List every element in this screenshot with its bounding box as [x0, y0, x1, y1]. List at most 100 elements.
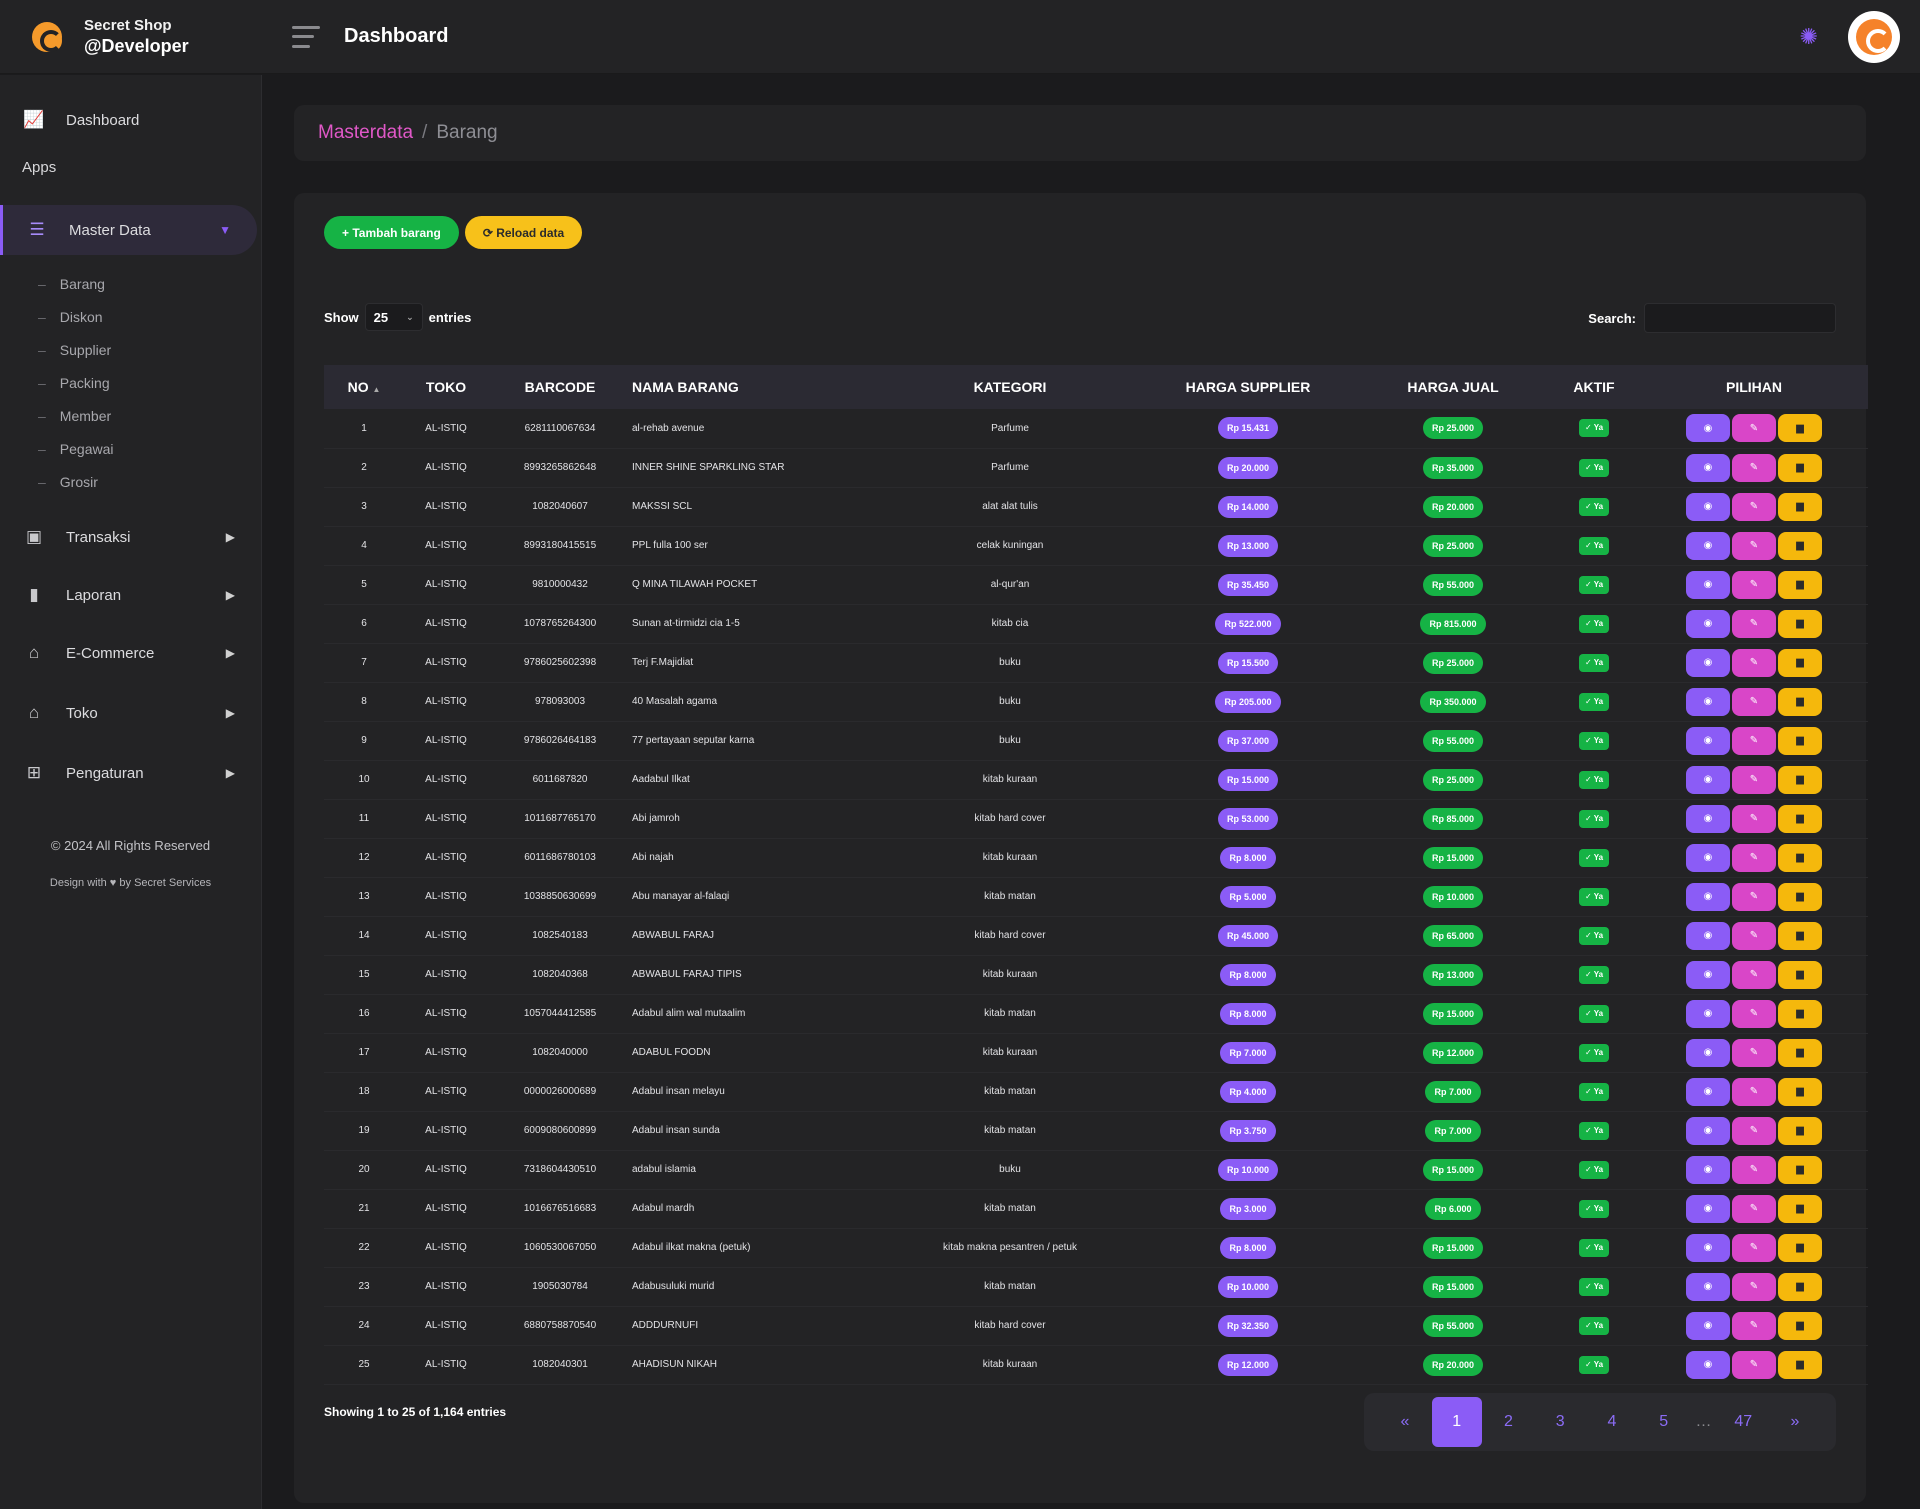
delete-button[interactable]: ▆	[1778, 453, 1822, 482]
view-button[interactable]: ◉	[1686, 1272, 1730, 1301]
edit-button[interactable]: ✎	[1732, 1233, 1776, 1262]
delete-button[interactable]: ▆	[1778, 999, 1822, 1028]
active-status-badge[interactable]: ✓ Ya	[1578, 536, 1610, 555]
search-input[interactable]	[1644, 303, 1836, 333]
edit-button[interactable]: ✎	[1732, 1272, 1776, 1301]
view-button[interactable]: ◉	[1686, 765, 1730, 794]
view-button[interactable]: ◉	[1686, 492, 1730, 521]
view-button[interactable]: ◉	[1686, 1311, 1730, 1340]
pagination-page-1[interactable]: 1	[1431, 1397, 1482, 1447]
column-header-aktif[interactable]: AKTIF	[1548, 365, 1640, 409]
sidebar-subitem-pegawai[interactable]: Pegawai	[0, 432, 261, 465]
edit-button[interactable]: ✎	[1732, 960, 1776, 989]
edit-button[interactable]: ✎	[1732, 1311, 1776, 1340]
delete-button[interactable]: ▆	[1778, 492, 1822, 521]
active-status-badge[interactable]: ✓ Ya	[1578, 1160, 1610, 1179]
view-button[interactable]: ◉	[1686, 804, 1730, 833]
sidebar-item-laporan[interactable]: ▮ Laporan ▶	[0, 570, 261, 620]
sidebar-item-master-data[interactable]: ☰ Master Data ▼	[0, 205, 257, 255]
active-status-badge[interactable]: ✓ Ya	[1578, 497, 1610, 516]
active-status-badge[interactable]: ✓ Ya	[1578, 419, 1610, 438]
reload-data-button[interactable]: ⟳ Reload data	[464, 216, 583, 249]
active-status-badge[interactable]: ✓ Ya	[1578, 1355, 1610, 1374]
column-header-harga-jual[interactable]: HARGA JUAL	[1358, 365, 1548, 409]
active-status-badge[interactable]: ✓ Ya	[1578, 848, 1610, 867]
active-status-badge[interactable]: ✓ Ya	[1578, 887, 1610, 906]
active-status-badge[interactable]: ✓ Ya	[1578, 1277, 1610, 1296]
sidebar-subitem-supplier[interactable]: Supplier	[0, 333, 261, 366]
delete-button[interactable]: ▆	[1778, 804, 1822, 833]
view-button[interactable]: ◉	[1686, 1116, 1730, 1145]
active-status-badge[interactable]: ✓ Ya	[1578, 1238, 1610, 1257]
edit-button[interactable]: ✎	[1732, 453, 1776, 482]
active-status-badge[interactable]: ✓ Ya	[1578, 1199, 1610, 1218]
delete-button[interactable]: ▆	[1778, 1311, 1822, 1340]
column-header-kategori[interactable]: KATEGORI	[882, 365, 1138, 409]
edit-button[interactable]: ✎	[1732, 492, 1776, 521]
pagination-page-last[interactable]: 47	[1734, 1413, 1753, 1430]
view-button[interactable]: ◉	[1686, 1077, 1730, 1106]
sidebar-subitem-diskon[interactable]: Diskon	[0, 300, 261, 333]
active-status-badge[interactable]: ✓ Ya	[1578, 809, 1610, 828]
edit-button[interactable]: ✎	[1732, 882, 1776, 911]
view-button[interactable]: ◉	[1686, 570, 1730, 599]
column-header-toko[interactable]: TOKO	[404, 365, 488, 409]
sidebar-item-pengaturan[interactable]: ⊞ Pengaturan ▶	[0, 748, 261, 798]
delete-button[interactable]: ▆	[1778, 570, 1822, 599]
view-button[interactable]: ◉	[1686, 1350, 1730, 1379]
delete-button[interactable]: ▆	[1778, 1233, 1822, 1262]
pagination-page-3[interactable]: 3	[1555, 1413, 1565, 1430]
edit-button[interactable]: ✎	[1732, 414, 1776, 443]
sidebar-item-transaksi[interactable]: ▣ Transaksi ▶	[0, 512, 261, 562]
delete-button[interactable]: ▆	[1778, 765, 1822, 794]
delete-button[interactable]: ▆	[1778, 1350, 1822, 1379]
page-length-select[interactable]: 25 ⌄	[364, 303, 423, 331]
pagination-page-2[interactable]: 2	[1504, 1413, 1513, 1430]
view-button[interactable]: ◉	[1686, 414, 1730, 443]
active-status-badge[interactable]: ✓ Ya	[1578, 458, 1610, 477]
edit-button[interactable]: ✎	[1732, 1155, 1776, 1184]
sidebar-subitem-member[interactable]: Member	[0, 399, 261, 432]
edit-button[interactable]: ✎	[1732, 843, 1776, 872]
view-button[interactable]: ◉	[1686, 843, 1730, 872]
delete-button[interactable]: ▆	[1778, 414, 1822, 443]
edit-button[interactable]: ✎	[1732, 609, 1776, 638]
edit-button[interactable]: ✎	[1732, 726, 1776, 755]
delete-button[interactable]: ▆	[1778, 960, 1822, 989]
edit-button[interactable]: ✎	[1732, 804, 1776, 833]
add-item-button[interactable]: + Tambah barang	[324, 216, 459, 249]
active-status-badge[interactable]: ✓ Ya	[1578, 1082, 1610, 1101]
sidebar-subitem-barang[interactable]: Barang	[0, 267, 261, 300]
edit-button[interactable]: ✎	[1732, 1038, 1776, 1067]
delete-button[interactable]: ▆	[1778, 726, 1822, 755]
view-button[interactable]: ◉	[1686, 999, 1730, 1028]
pagination-last-button[interactable]: »	[1790, 1413, 1800, 1430]
edit-button[interactable]: ✎	[1732, 687, 1776, 716]
delete-button[interactable]: ▆	[1778, 687, 1822, 716]
view-button[interactable]: ◉	[1686, 609, 1730, 638]
active-status-badge[interactable]: ✓ Ya	[1578, 926, 1610, 945]
edit-button[interactable]: ✎	[1732, 999, 1776, 1028]
delete-button[interactable]: ▆	[1778, 921, 1822, 950]
column-header-nama-barang[interactable]: NAMA BARANG	[632, 365, 882, 409]
view-button[interactable]: ◉	[1686, 882, 1730, 911]
delete-button[interactable]: ▆	[1778, 1155, 1822, 1184]
sidebar-subitem-packing[interactable]: Packing	[0, 366, 261, 399]
breadcrumb-parent-link[interactable]: Masterdata	[318, 122, 414, 143]
delete-button[interactable]: ▆	[1778, 843, 1822, 872]
edit-button[interactable]: ✎	[1732, 648, 1776, 677]
sidebar-item-ecommerce[interactable]: ⌂ E-Commerce ▶	[0, 628, 261, 678]
brand[interactable]: Secret Shop @Developer	[0, 0, 262, 74]
menu-toggle-icon[interactable]	[292, 25, 320, 48]
pagination-page-4[interactable]: 4	[1607, 1413, 1617, 1430]
edit-button[interactable]: ✎	[1732, 1116, 1776, 1145]
view-button[interactable]: ◉	[1686, 1038, 1730, 1067]
view-button[interactable]: ◉	[1686, 921, 1730, 950]
view-button[interactable]: ◉	[1686, 1233, 1730, 1262]
view-button[interactable]: ◉	[1686, 726, 1730, 755]
active-status-badge[interactable]: ✓ Ya	[1578, 731, 1610, 750]
view-button[interactable]: ◉	[1686, 453, 1730, 482]
edit-button[interactable]: ✎	[1732, 1077, 1776, 1106]
active-status-badge[interactable]: ✓ Ya	[1578, 1043, 1610, 1062]
delete-button[interactable]: ▆	[1778, 1116, 1822, 1145]
